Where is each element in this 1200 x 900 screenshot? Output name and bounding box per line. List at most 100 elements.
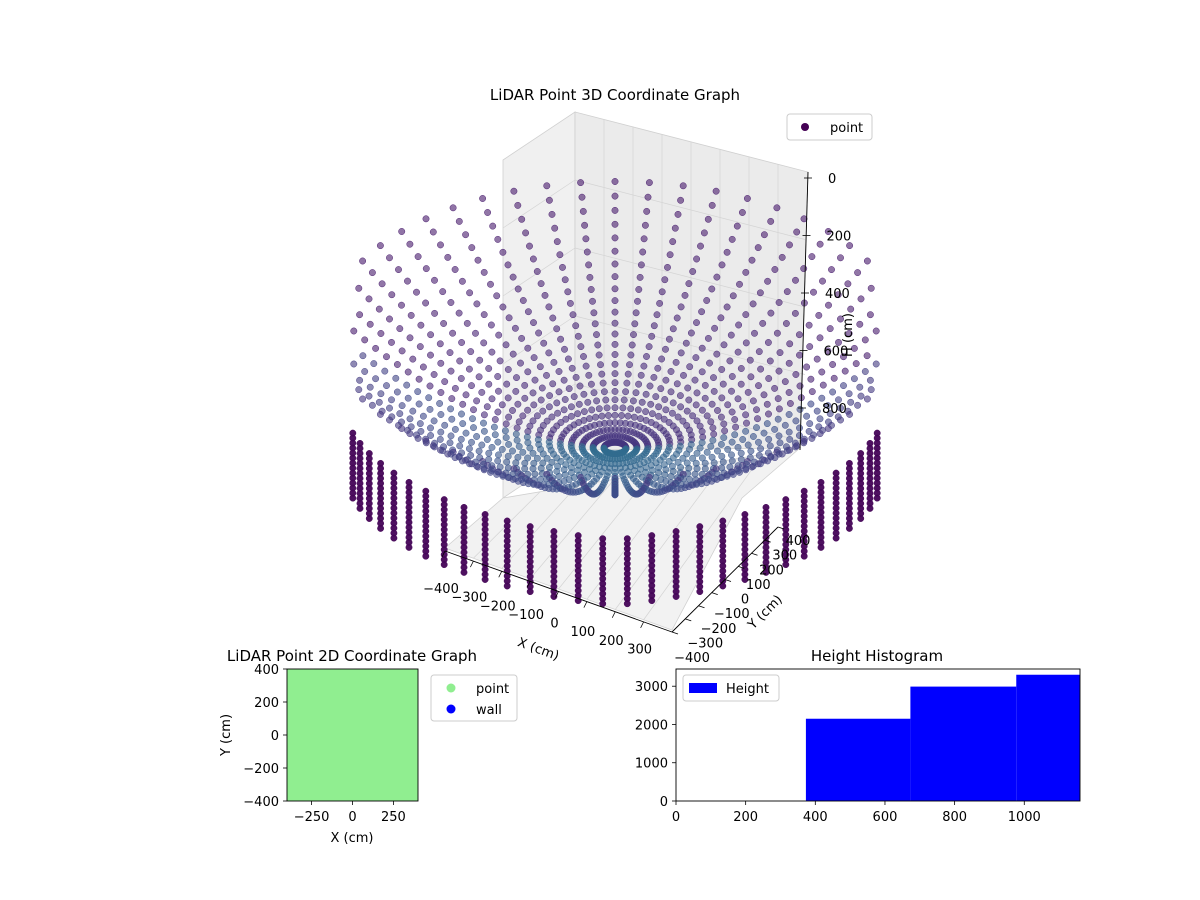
point-3d (661, 276, 669, 284)
point-3d (703, 412, 711, 420)
point-3d (560, 406, 568, 414)
x-tick-label-histogram: 1000 (1008, 810, 1041, 825)
point-3d (512, 387, 520, 395)
point-3d (588, 406, 596, 414)
point-3d (753, 424, 760, 432)
point-3d (589, 297, 596, 305)
legend-2d-wall-label: wall (476, 703, 502, 718)
point-3d (483, 436, 491, 443)
point-3d (677, 196, 685, 204)
point-3d (349, 494, 357, 502)
point-3d (513, 374, 520, 382)
point-3d (872, 360, 880, 368)
point-3d (728, 235, 736, 243)
z-axis-label-3d: H (cm) (841, 313, 856, 357)
point-3d (436, 435, 444, 443)
point-3d (742, 466, 750, 474)
point-3d (628, 341, 636, 349)
point-3d (837, 416, 844, 424)
point-3d (785, 389, 793, 396)
point-3d (653, 488, 661, 496)
point-3d (529, 449, 537, 457)
point-3d (355, 386, 363, 394)
point-3d (439, 447, 447, 455)
point-3d (766, 357, 774, 365)
point-3d (662, 376, 670, 384)
point-3d (437, 389, 445, 396)
point-3d (376, 410, 384, 418)
point-3d (470, 406, 477, 414)
chart-3d: LiDAR Point 3D Coordinate Graph −400−300… (349, 86, 881, 666)
x-tick-label-histogram: 800 (942, 810, 967, 825)
point-3d (640, 362, 648, 370)
point-3d (579, 207, 587, 215)
point-3d (600, 388, 608, 396)
point-3d (503, 582, 511, 590)
point-3d (767, 309, 775, 317)
point-3d (366, 320, 374, 328)
point-3d (718, 366, 726, 373)
point-3d (873, 494, 881, 502)
point-3d (728, 438, 736, 446)
point-3d (785, 359, 793, 367)
point-3d (426, 382, 434, 390)
point-3d (561, 345, 568, 353)
chart-3d-title: LiDAR Point 3D Coordinate Graph (490, 86, 740, 104)
point-3d (632, 309, 640, 317)
point-3d (505, 413, 513, 421)
point-3d (824, 347, 832, 355)
point-3d (748, 463, 756, 471)
histogram-bar (1016, 674, 1080, 801)
point-3d (594, 341, 602, 349)
point-3d (419, 363, 427, 371)
point-3d (691, 470, 699, 478)
point-3d (669, 399, 677, 407)
point-3d (463, 319, 471, 327)
point-3d (478, 441, 486, 449)
point-3d (810, 288, 817, 296)
point-3d (645, 179, 653, 187)
point-3d (819, 277, 826, 285)
point-3d (498, 401, 506, 409)
point-3d (455, 217, 463, 225)
point-3d (517, 359, 524, 367)
point-3d (785, 428, 793, 436)
point-3d (578, 193, 586, 201)
points-3d (349, 178, 881, 608)
point-3d (361, 368, 369, 375)
point-3d (494, 408, 502, 416)
point-3d (499, 248, 507, 256)
point-3d (646, 382, 654, 390)
point-3d (765, 410, 772, 418)
point-3d (451, 384, 459, 392)
point-3d (819, 381, 827, 389)
point-3d (459, 400, 467, 408)
point-3d (529, 255, 537, 263)
point-3d (830, 374, 838, 382)
x-tick-3d (441, 550, 446, 558)
point-3d (754, 415, 761, 423)
point-3d (490, 423, 498, 431)
point-3d (816, 430, 824, 438)
point-3d (710, 374, 717, 382)
point-3d (513, 424, 521, 432)
point-3d (872, 327, 880, 335)
point-3d (792, 443, 799, 451)
point-3d (398, 301, 405, 309)
point-3d (555, 368, 563, 375)
point-3d (847, 305, 855, 313)
point-3d (724, 401, 732, 409)
point-3d (710, 430, 718, 438)
point-3d (764, 277, 772, 285)
point-3d (611, 340, 619, 348)
point-3d (845, 330, 853, 337)
point-3d (816, 240, 824, 248)
point-3d (447, 299, 455, 306)
point-3d (561, 396, 569, 403)
point-3d (368, 401, 376, 409)
point-3d (480, 419, 487, 427)
point-3d (847, 398, 855, 406)
point-3d (555, 472, 563, 480)
